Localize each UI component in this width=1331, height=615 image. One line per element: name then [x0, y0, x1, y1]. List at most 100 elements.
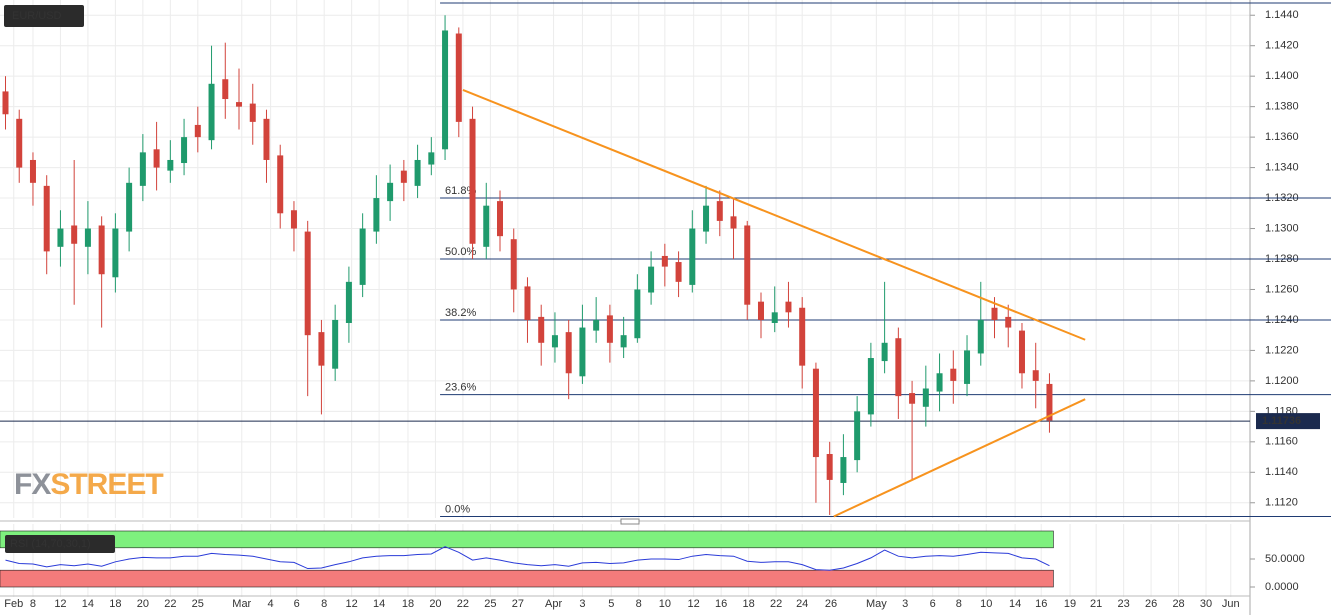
candle-body — [208, 83, 215, 141]
candle-body — [854, 411, 861, 461]
x-tick-label: 19 — [1064, 598, 1076, 610]
candle-body — [345, 281, 352, 323]
candle-body — [194, 124, 201, 138]
y-tick-label: 1.1400 — [1265, 70, 1299, 82]
x-tick-label: 10 — [659, 598, 671, 610]
candle-body — [387, 182, 394, 202]
x-tick-label: 10 — [980, 598, 992, 610]
y-tick-label: 1.1120 — [1265, 497, 1298, 509]
candle-body — [881, 342, 888, 362]
x-tick-label: Jun — [1222, 598, 1240, 610]
x-tick-label: 25 — [484, 598, 496, 610]
candle-body — [620, 335, 627, 348]
x-tick-label: 20 — [429, 598, 441, 610]
candle-body — [455, 33, 462, 122]
candle-body — [757, 301, 764, 320]
x-tick-label: 12 — [54, 598, 66, 610]
x-tick-label: 26 — [825, 598, 837, 610]
fib-label: 100.0% — [445, 0, 483, 2]
candle-body — [524, 286, 531, 320]
candle-body — [139, 152, 146, 186]
x-tick-label: Apr — [545, 598, 562, 610]
candle-body — [263, 118, 270, 160]
x-tick-label: 30 — [1200, 598, 1212, 610]
watermark: FXSTREET — [14, 468, 163, 501]
candle-body — [236, 102, 243, 107]
x-tick-label: 8 — [30, 598, 36, 610]
y-tick-label: 1.1140 — [1265, 466, 1298, 478]
x-tick-label: 14 — [82, 598, 94, 610]
x-tick-label: 8 — [321, 598, 327, 610]
x-tick-label: 21 — [1090, 598, 1102, 610]
trendline — [833, 398, 1086, 518]
rsi-label-badge — [5, 535, 115, 553]
last-price-badge — [1256, 413, 1320, 430]
candle-body — [153, 149, 160, 168]
candle-body — [812, 368, 819, 458]
candle-body — [126, 182, 133, 232]
x-tick-label: 26 — [1145, 598, 1157, 610]
fib-label: 50.0% — [445, 246, 476, 258]
x-tick-label: 20 — [137, 598, 149, 610]
candle-body — [414, 159, 421, 186]
x-tick-label: 25 — [192, 598, 204, 610]
x-tick-label: May — [866, 598, 887, 610]
candle-body — [181, 137, 188, 164]
candle-body — [936, 373, 943, 392]
candle-body — [318, 332, 325, 366]
x-tick-label: Feb — [4, 598, 23, 610]
x-tick-label: 12 — [688, 598, 700, 610]
x-tick-label: 18 — [402, 598, 414, 610]
x-tick-label: 4 — [268, 598, 274, 610]
candle-body — [1005, 316, 1012, 328]
fib-label: 38.2% — [445, 307, 476, 319]
candle-body — [57, 228, 64, 247]
x-tick-label: 18 — [743, 598, 755, 610]
rsi-oversold-band — [0, 569, 1054, 588]
candle-body — [909, 393, 916, 404]
candle-body — [785, 301, 792, 313]
fib-label: 61.8% — [445, 185, 476, 197]
watermark-street: STREET — [50, 468, 163, 501]
candle-body — [689, 228, 696, 285]
fib-label: 0.0% — [445, 503, 470, 515]
candle-body — [290, 210, 297, 229]
candle-body — [222, 79, 229, 100]
candle-body — [606, 315, 613, 343]
candle-body — [277, 155, 284, 214]
candle-body — [565, 332, 572, 374]
candle-body — [977, 319, 984, 354]
rsi-line — [5, 546, 1050, 571]
x-tick-label: 3 — [902, 598, 908, 610]
candle-body — [675, 262, 682, 282]
candle-body — [497, 201, 503, 237]
x-tick-label: 22 — [164, 598, 176, 610]
x-tick-label: 16 — [1035, 598, 1047, 610]
candle-body — [538, 316, 545, 343]
x-tick-label: 6 — [294, 598, 300, 610]
candle-body — [2, 91, 9, 115]
candle-body — [771, 312, 778, 323]
candle-body — [922, 388, 929, 407]
candle-body — [16, 118, 23, 168]
candle-body — [71, 225, 78, 244]
candle-body — [1032, 370, 1039, 381]
candle-body — [895, 338, 902, 397]
x-tick-label: 8 — [956, 598, 962, 610]
rsi-y-tick-label: 0.0000 — [1265, 581, 1299, 593]
x-tick-label: 23 — [1118, 598, 1130, 610]
panel-handle — [620, 518, 640, 525]
x-tick-label: 27 — [512, 598, 524, 610]
candle-body — [373, 198, 380, 232]
candle-body — [799, 307, 806, 366]
candle-body — [703, 205, 710, 232]
candle-body — [112, 228, 119, 278]
candle-body — [167, 159, 174, 171]
candle-body — [1018, 330, 1025, 374]
candle-body — [661, 255, 668, 267]
y-tick-label: 1.1200 — [1265, 375, 1299, 387]
candle-body — [469, 118, 476, 244]
candle-body — [400, 170, 407, 183]
